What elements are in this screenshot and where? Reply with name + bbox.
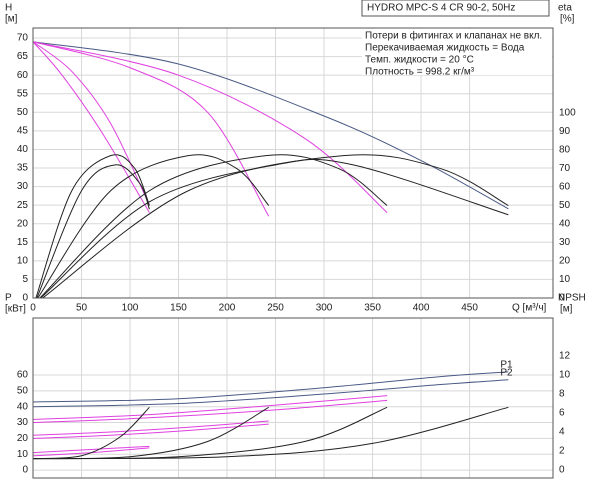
y2-axis-label: NPSH — [558, 293, 586, 304]
curve — [32, 445, 150, 454]
notes-box — [362, 29, 552, 75]
y-axis-label: H — [5, 3, 12, 14]
y-tick-label: 60 — [17, 370, 29, 381]
y-axis-label: P — [5, 293, 12, 304]
y2-tick-label: 40 — [559, 219, 571, 230]
y-tick-label: 25 — [17, 200, 29, 211]
plot-frame — [32, 27, 554, 299]
y2-tick-label: 20 — [559, 256, 571, 267]
y2-tick-label: 6 — [559, 408, 565, 419]
y-tick-label: 0 — [22, 465, 28, 476]
y2-tick-label: 100 — [559, 108, 576, 119]
curve-label: P2 — [500, 367, 513, 378]
curve — [32, 371, 509, 403]
note: Потери в фитингах и клапанах не вкл. — [365, 30, 542, 42]
y2-axis-label: eta — [558, 3, 572, 14]
y-tick-label: 5 — [22, 274, 28, 285]
y2-tick-label: 0 — [559, 293, 565, 304]
curve — [32, 423, 269, 439]
curve — [32, 395, 388, 420]
x-tick-label: 350 — [364, 303, 381, 314]
x-tick-label: 150 — [170, 303, 187, 314]
curve — [36, 164, 150, 299]
y-tick-label: 40 — [17, 144, 29, 155]
y2-axis-unit: [%] — [560, 14, 575, 25]
curve — [32, 420, 269, 436]
y2-tick-label: 10 — [559, 370, 571, 381]
y-tick-label: 10 — [17, 256, 29, 267]
y-tick-label: 40 — [17, 401, 29, 412]
curve-label: P1 — [500, 360, 513, 371]
x-tick-label: 250 — [267, 303, 284, 314]
x-tick-label: 200 — [219, 303, 236, 314]
y-tick-label: 20 — [17, 218, 29, 229]
y-tick-label: 15 — [17, 237, 29, 248]
y2-tick-label: 80 — [559, 145, 571, 156]
curve — [32, 41, 388, 213]
y2-tick-label: 12 — [559, 351, 571, 362]
y2-tick-label: 2 — [559, 446, 565, 457]
y-tick-label: 45 — [17, 126, 29, 137]
y2-tick-label: 70 — [559, 163, 571, 174]
y-tick-label: 70 — [17, 33, 29, 44]
curve — [32, 41, 150, 206]
x-tick-label: 300 — [316, 303, 333, 314]
x-tick-label: 50 — [76, 303, 88, 314]
y-tick-label: 65 — [17, 51, 29, 62]
y-tick-label: 55 — [17, 88, 29, 99]
x-tick-label: 400 — [413, 303, 430, 314]
curve — [32, 41, 509, 210]
y-tick-label: 30 — [17, 181, 29, 192]
x-tick-label: 450 — [461, 303, 478, 314]
curve — [32, 406, 509, 460]
y2-axis-unit: [м] — [560, 304, 573, 315]
x-tick-label: 0 — [30, 303, 36, 314]
y-tick-label: 20 — [17, 433, 29, 444]
curve — [32, 41, 270, 217]
y2-tick-label: 50 — [559, 200, 571, 211]
y2-tick-label: 4 — [559, 427, 565, 438]
curve — [32, 379, 509, 408]
y-tick-label: 35 — [17, 163, 29, 174]
x-axis-label: Q [м³/ч] — [512, 303, 547, 314]
y2-tick-label: 8 — [559, 389, 565, 400]
curve — [35, 154, 150, 299]
curve — [39, 154, 388, 299]
curve — [42, 154, 509, 299]
y-tick-label: 50 — [17, 107, 29, 118]
note: Перекачиваемая жидкость = Вода — [365, 43, 525, 54]
curve — [37, 154, 270, 299]
curve — [32, 41, 150, 213]
y2-tick-label: 10 — [559, 274, 571, 285]
y2-tick-label: 30 — [559, 237, 571, 248]
y-axis-unit: [м] — [5, 14, 18, 25]
x-tick-label: 100 — [122, 303, 139, 314]
note: Плотность = 998.2 кг/м³ — [365, 67, 475, 78]
y-tick-label: 60 — [17, 70, 29, 81]
plot-frame — [32, 317, 554, 479]
title-box — [361, 0, 550, 17]
y2-tick-label: 60 — [559, 182, 571, 193]
y-tick-label: 0 — [22, 293, 28, 304]
chart-title: HYDRO MPC-S 4 CR 90-2, 50Hz — [367, 3, 515, 14]
y2-tick-label: 0 — [559, 465, 565, 476]
y-tick-label: 10 — [17, 449, 29, 460]
curve — [32, 399, 388, 424]
y-tick-label: 30 — [17, 417, 29, 428]
y-tick-label: 50 — [17, 386, 29, 397]
y-axis-unit: [кВт] — [5, 304, 26, 315]
curve — [40, 158, 509, 299]
note: Темп. жидкости = 20 °C — [365, 55, 474, 66]
y2-tick-label: 90 — [559, 126, 571, 137]
